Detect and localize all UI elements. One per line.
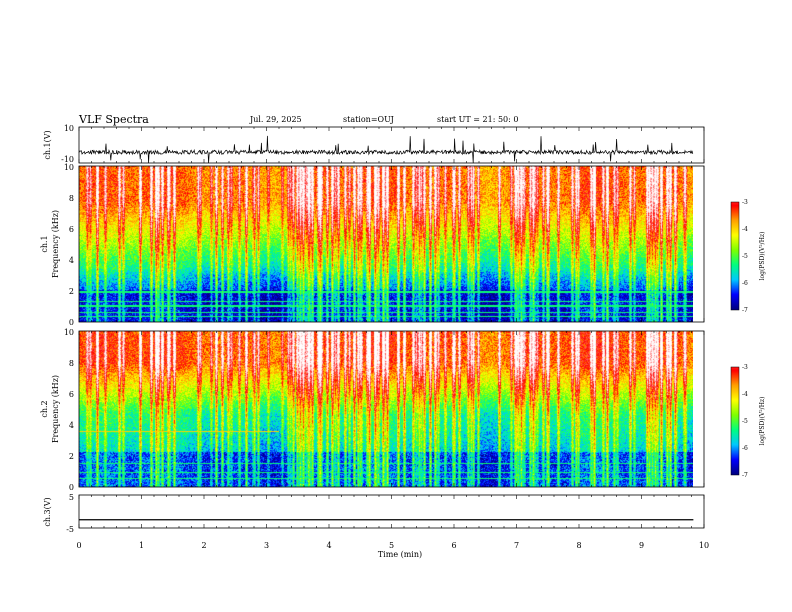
ch2-ytick-10: 10 <box>64 328 74 337</box>
ch1-ytick-top: 10 <box>64 124 74 133</box>
ch1-channel-label: ch.1 <box>40 235 49 252</box>
ch2-frequency-tick-labels: 0 2 4 6 8 10 <box>64 328 74 492</box>
ch3-ytick-bottom: -5 <box>66 525 74 534</box>
date-label: Jul. 29, 2025 <box>249 115 302 124</box>
ch1-colorbar-tick--6: -6 <box>742 280 748 287</box>
ch3-waveform-frame <box>78 494 705 529</box>
ch1-ytick-bottom: -10 <box>61 155 74 164</box>
ch1-spectrogram-image <box>79 166 693 322</box>
ch3-waveform-ticks <box>78 495 705 528</box>
ch1-waveform-panel: 10 -10 ch.1(V) <box>43 124 705 164</box>
ch1-ytick-8: 8 <box>69 194 74 203</box>
figure-title: VLF Spectra <box>78 113 149 126</box>
time-tick-label: 5 <box>389 541 394 550</box>
start-time-label: start UT = 21: 50: 0 <box>437 115 518 124</box>
ch2-ytick-4: 4 <box>69 421 74 430</box>
ch1-spectrogram-ticks <box>78 166 705 322</box>
ch2-colorbar-frame <box>730 366 740 476</box>
ch1-colorbar-label: log(PSD)(V²/Hz) <box>759 232 766 281</box>
time-tick-labels: 0 1 2 3 4 5 6 7 8 9 10 <box>76 541 709 550</box>
station-label: station=OUJ <box>343 115 394 124</box>
time-tick-label: 2 <box>201 541 206 550</box>
ch1-colorbar-frame <box>730 201 740 311</box>
time-tick-label: 4 <box>326 541 331 550</box>
ch1-ytick-4: 4 <box>69 256 74 265</box>
time-tick-label: 0 <box>76 541 81 550</box>
ch2-colorbar-tick--6: -6 <box>742 445 748 452</box>
ch2-colorbar-tick--7: -7 <box>742 472 748 479</box>
ch1-spectrogram-panel: 0 2 4 6 8 10 ch.1 Frequency (kHz) <box>40 163 705 327</box>
ch1-waveform-trace <box>78 135 694 164</box>
time-tick-label: 8 <box>576 541 581 550</box>
ch1-frequency-tick-labels: 0 2 4 6 8 10 <box>64 163 74 327</box>
ch2-colorbar-label: log(PSD)(V²/Hz) <box>759 397 766 446</box>
ch1-ytick-2: 2 <box>69 287 74 296</box>
time-tick-label: 9 <box>639 541 644 550</box>
time-tick-label: 3 <box>264 541 269 550</box>
ch2-colorbar-gradient <box>731 367 739 475</box>
ch1-frequency-label: Frequency (kHz) <box>51 210 60 278</box>
ch1-ytick-10: 10 <box>64 163 74 172</box>
ch1-ytick-6: 6 <box>69 225 74 234</box>
ch1-waveform-frame <box>78 126 705 164</box>
ch1-ytick-0: 0 <box>69 318 74 327</box>
time-tick-label: 6 <box>451 541 456 550</box>
ch2-frequency-label: Frequency (kHz) <box>51 375 60 443</box>
ch1-colorbar-tick--4: -4 <box>742 226 748 233</box>
ch3-ytick-top: 5 <box>69 493 74 502</box>
ch2-colorbar-tick--4: -4 <box>742 391 748 398</box>
ch1-colorbar-tick--7: -7 <box>742 307 748 314</box>
ch2-colorbar: -3 -4 -5 -6 -7 log(PSD)(V²/Hz) <box>730 364 766 479</box>
ch2-spectrogram-panel: 0 2 4 6 8 10 ch.2 Frequency (kHz) <box>40 328 705 492</box>
ch2-channel-label: ch.2 <box>40 400 49 417</box>
ch1-spectrogram-frame <box>78 165 705 323</box>
ch2-ytick-2: 2 <box>69 452 74 461</box>
ch1-waveform-ylabel: ch.1(V) <box>43 130 52 159</box>
ch2-ytick-6: 6 <box>69 390 74 399</box>
ch1-colorbar-gradient <box>731 202 739 310</box>
ch2-ytick-8: 8 <box>69 359 74 368</box>
ch1-colorbar-tick--3: -3 <box>742 199 748 206</box>
ch2-colorbar-tick--3: -3 <box>742 364 748 371</box>
time-axis-label: Time (min) <box>378 550 422 559</box>
ch2-spectrogram-image <box>79 331 693 487</box>
time-tick-label: 1 <box>139 541 144 550</box>
ch3-waveform-panel: 5 -5 ch.3(V) 0 1 2 3 4 5 6 7 8 9 10 Time (min) <box>43 493 709 559</box>
ch2-ytick-0: 0 <box>69 483 74 492</box>
ch1-colorbar-tick--5: -5 <box>742 253 748 260</box>
time-tick-label: 10 <box>699 541 709 550</box>
ch1-colorbar: -3 -4 -5 -6 -7 log(PSD)(V²/Hz) <box>730 199 766 314</box>
ch2-colorbar-tick--5: -5 <box>742 418 748 425</box>
ch3-waveform-ylabel: ch.3(V) <box>43 497 52 526</box>
ch2-spectrogram-frame <box>78 330 705 488</box>
time-tick-label: 7 <box>514 541 519 550</box>
